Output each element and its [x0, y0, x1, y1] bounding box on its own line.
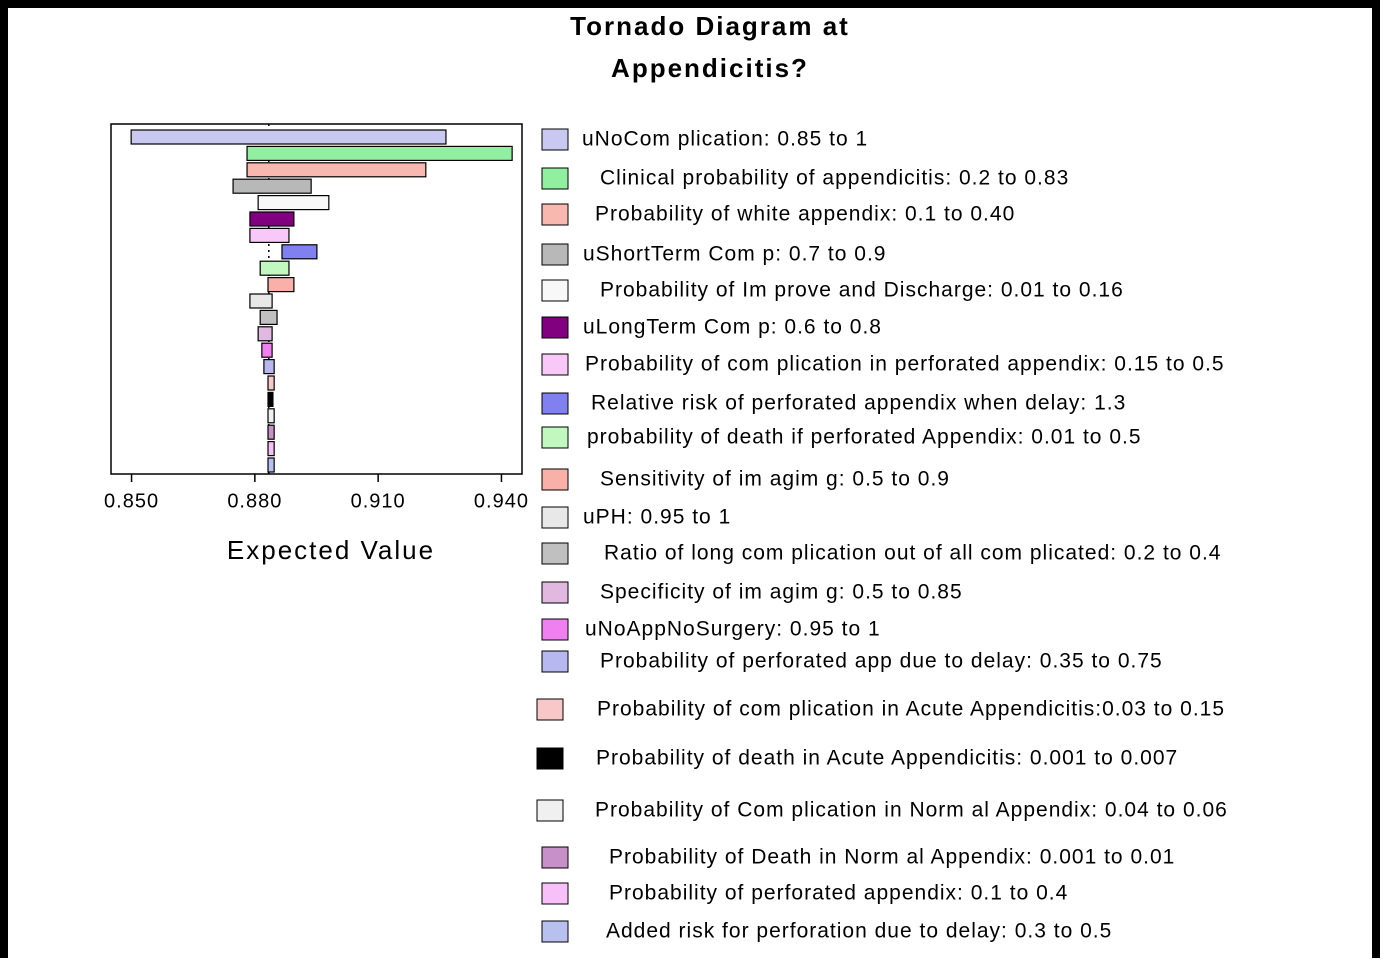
x-tick-label: 0.910: [351, 490, 406, 512]
legend-swatch: [541, 846, 569, 869]
legend-label: uPH: 0.95 to 1: [583, 506, 731, 529]
legend: uNoCom plication: 0.85 to 1 Clinical prob…: [536, 128, 1228, 943]
legend-swatch: [541, 581, 569, 604]
legend-label: Probability of white appendix: 0.1 to 0.…: [595, 203, 1015, 226]
x-tick-label: 0.940: [474, 490, 529, 512]
legend-swatch: [541, 468, 569, 491]
legend-label: Relative risk of perforated appendix whe…: [591, 392, 1126, 415]
legend-label: Probability of death in Acute Appendicit…: [596, 747, 1178, 770]
legend-swatch: [541, 128, 569, 151]
frame-right: [1372, 0, 1380, 958]
legend-label: Ratio of long com plication out of all c…: [604, 542, 1221, 565]
chart-title: Appendicitis?: [611, 53, 809, 83]
legend-swatch: [541, 203, 569, 226]
legend-swatch: [536, 698, 564, 721]
legend-swatch: [541, 279, 569, 302]
bar: [249, 227, 290, 243]
bar: [130, 129, 447, 145]
legend-label: Probability of com plication in perforat…: [585, 353, 1225, 376]
bar: [263, 359, 275, 375]
legend-label: probability of death if perforated Appen…: [587, 426, 1142, 449]
legend-swatch: [541, 542, 569, 565]
legend-swatch: [541, 920, 569, 943]
legend-label: uNoAppNoSurgery: 0.95 to 1: [585, 618, 881, 641]
bar: [281, 244, 318, 260]
bar: [267, 424, 275, 440]
bar: [249, 211, 295, 227]
bar: [267, 457, 275, 473]
legend-swatch: [541, 392, 569, 415]
legend-swatch: [541, 316, 569, 339]
bar: [259, 309, 278, 325]
bar: [232, 178, 312, 194]
bar: [267, 375, 275, 391]
legend-swatch: [541, 243, 569, 266]
bar: [246, 145, 513, 161]
legend-label: Specificity of im agim g: 0.5 to 0.85: [600, 581, 963, 604]
bar: [257, 326, 273, 342]
legend-label: Added risk for perforation due to delay:…: [606, 920, 1112, 943]
legend-swatch: [541, 618, 569, 641]
legend-label: uNoCom plication: 0.85 to 1: [582, 128, 868, 151]
legend-swatch: [541, 882, 569, 905]
chart-title: Tornado Diagram at: [570, 11, 850, 41]
bar: [267, 391, 274, 407]
legend-swatch: [536, 799, 564, 822]
legend-label: Clinical probability of appendicitis: 0.…: [600, 167, 1069, 190]
x-tick-label: 0.850: [104, 490, 159, 512]
legend-label: Probability of Im prove and Discharge: 0…: [600, 279, 1124, 302]
bar: [261, 342, 273, 358]
bar: [267, 441, 275, 457]
legend-swatch: [541, 426, 569, 449]
legend-label: Probability of perforated appendix: 0.1 …: [609, 882, 1068, 905]
bar: [267, 408, 275, 424]
plot-area: [110, 123, 523, 475]
x-axis-label: Expected Value: [227, 535, 435, 565]
legend-label: Probability of com plication in Acute Ap…: [597, 698, 1225, 721]
legend-label: uShortTerm Com p: 0.7 to 0.9: [583, 243, 886, 266]
legend-swatch: [541, 506, 569, 529]
bar: [257, 195, 330, 211]
legend-swatch: [536, 747, 564, 770]
bar: [246, 162, 427, 178]
legend-swatch: [541, 650, 569, 673]
frame-top: [0, 0, 1380, 8]
x-tick-label: 0.880: [227, 490, 282, 512]
frame-left: [0, 0, 8, 958]
legend-label: Probability of Com plication in Norm al …: [595, 799, 1228, 822]
legend-swatch: [541, 167, 569, 190]
bar: [267, 277, 295, 293]
bar: [259, 260, 290, 276]
legend-label: Probability of perforated app due to del…: [600, 650, 1163, 673]
bar: [249, 293, 273, 309]
legend-label: uLongTerm Com p: 0.6 to 0.8: [583, 316, 882, 339]
legend-label: Sensitivity of im agim g: 0.5 to 0.9: [600, 468, 950, 491]
legend-swatch: [541, 353, 569, 376]
legend-label: Probability of Death in Norm al Appendix…: [609, 846, 1175, 869]
